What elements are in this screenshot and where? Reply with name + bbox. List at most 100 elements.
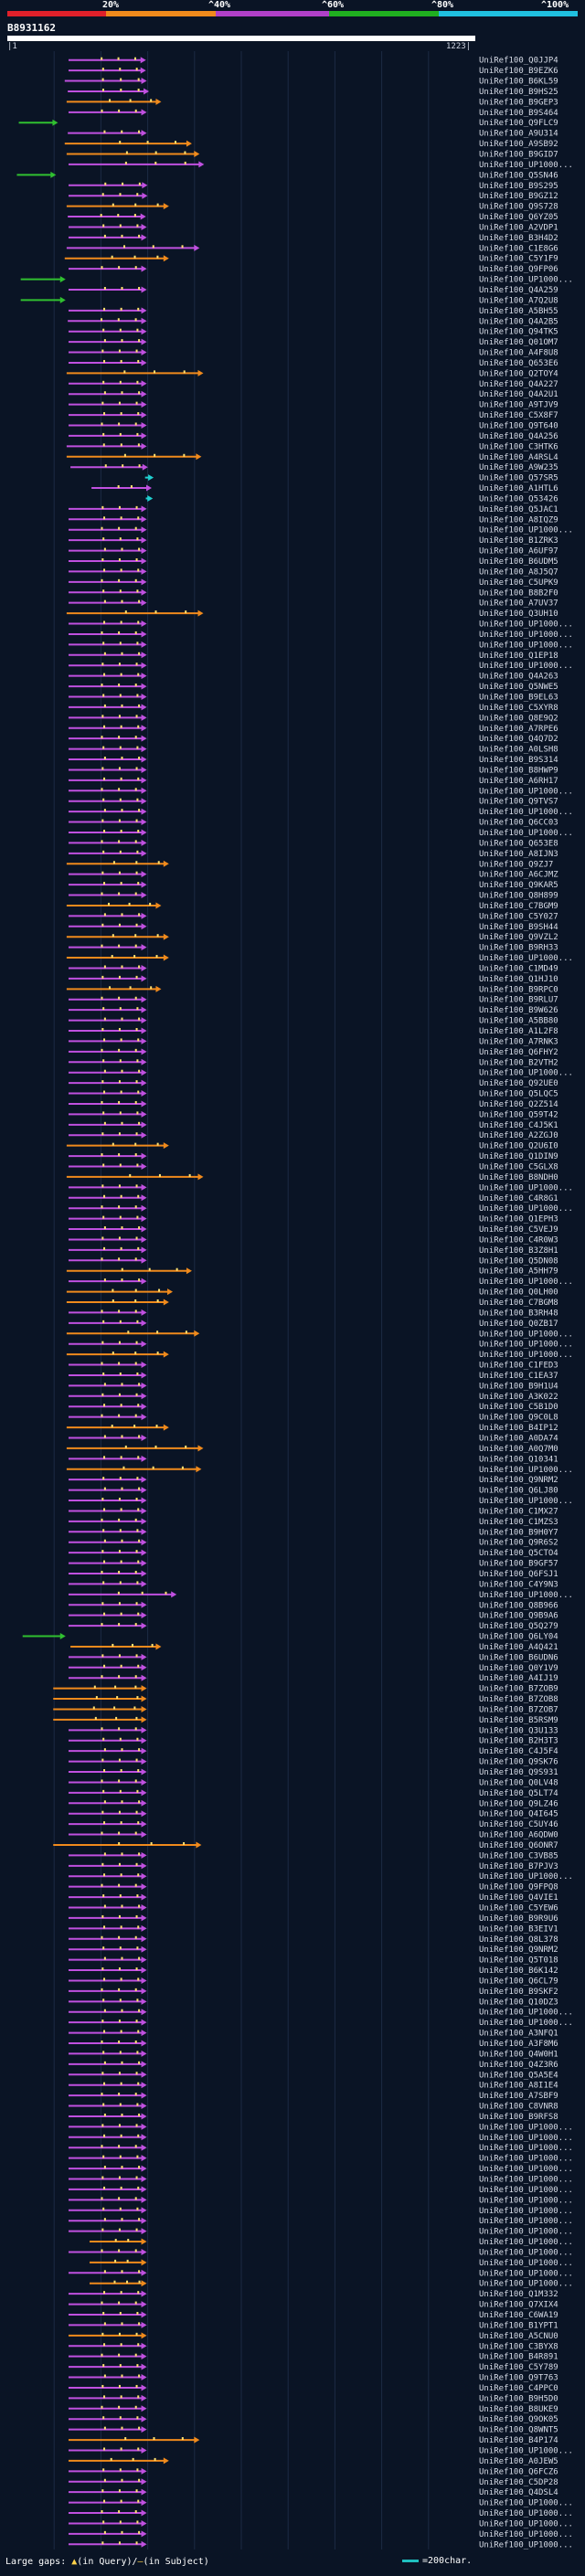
gap-marker [121,1121,123,1125]
gap-marker [119,1320,122,1323]
hit-arrow [141,1883,147,1891]
hit-arrow [141,2175,147,2182]
gap-marker [134,1100,137,1104]
hit-arrow [141,964,147,971]
gap-marker [103,704,106,707]
gap-marker [138,1956,141,1960]
hit-label: UniRef100_A9TJV9 [479,401,558,410]
gap-marker [134,788,137,791]
gap-marker [101,1028,104,1032]
hit-label: UniRef100_B1ZRK3 [479,536,558,546]
hit-arrow [141,1966,147,1974]
gap-marker [156,1352,159,1355]
hit-arrow [163,1424,169,1431]
gap-marker [135,1602,138,1606]
hit-label: UniRef100_UP1000... [479,2519,573,2528]
gap-marker [118,1862,121,1866]
gap-marker [118,1257,121,1261]
gap-marker [121,1904,123,1908]
gap-marker [137,516,140,520]
gap-marker [102,2103,105,2106]
gap-marker [101,1862,104,1866]
gap-marker [101,88,104,91]
hit-label: UniRef100_B4IP12 [479,1424,558,1433]
hit-arrow [141,1851,147,1859]
hit-arrow [141,1977,147,1984]
gap-marker [181,245,184,249]
hit-label: UniRef100_UP1000... [479,2446,573,2455]
gap-marker [103,1383,106,1386]
hit-label: UniRef100_Q9R6S2 [479,1539,558,1548]
hit-label: UniRef100_Q6FHY2 [479,1048,558,1057]
gap-marker [136,1007,139,1011]
gap-marker [138,2530,141,2534]
hit-arrow [141,2363,147,2370]
gap-marker [138,287,141,291]
hit-arrow [141,1737,147,1744]
gap-marker [137,2395,140,2399]
gap-marker [118,1393,121,1396]
gap-marker [101,109,103,112]
hit-arrow [163,933,169,940]
hit-label: UniRef100_B9H5D0 [479,2394,558,2403]
hit-label: UniRef100_Q4A227 [479,380,558,389]
gap-marker [134,2405,137,2409]
hit-label: UniRef100_C7BGM8 [479,1299,558,1308]
gap-marker [101,892,103,896]
hit-label: UniRef100_B9GEP3 [479,98,558,107]
gap-marker [113,1706,116,1710]
gap-marker [118,1205,121,1209]
hit-arrow [141,1674,147,1681]
gap-marker [120,1821,122,1825]
gap-marker [134,1675,137,1679]
hit-arrow [141,2228,147,2235]
hit-arrow [197,610,204,617]
gap-marker [136,2468,139,2472]
gap-marker [103,339,106,343]
gap-marker [102,2311,105,2315]
gap-marker [103,2113,106,2116]
hit-arrow [141,2332,147,2339]
gap-marker [103,725,106,728]
hit-label: UniRef100_UP1000... [479,1466,573,1475]
hit-label: UniRef100_B3Z8H1 [479,1246,558,1256]
hit-arrow [141,1924,147,1932]
hit-label: UniRef100_Q4W0H1 [479,2050,558,2059]
hit-arrow [141,2519,147,2527]
gap-marker [134,2353,137,2357]
hit-arrow [141,442,147,450]
hit-label: UniRef100_C3BYX8 [479,2342,558,2351]
gap-marker [146,141,149,144]
hit-arrow [141,130,147,137]
hit-label: UniRef100_Q5NWE5 [479,683,558,692]
hit-label: UniRef100_A0JEW5 [479,2457,558,2466]
hit-arrow [141,1183,147,1191]
hit-label: UniRef100_Q6CL79 [479,1977,558,1986]
gap-marker [101,349,104,353]
hit-label: UniRef100_B9W626 [479,1006,558,1015]
gap-marker [134,736,137,739]
gap-marker [118,1570,121,1574]
hit-label: UniRef100_B9S295 [479,182,558,191]
gap-marker [94,1716,97,1720]
gap-marker [103,1852,106,1856]
gap-marker [118,1236,121,1240]
gap-marker [136,1477,139,1480]
gap-marker [112,1142,114,1146]
gap-marker [102,1998,105,2002]
gap-marker [154,151,157,154]
gap-marker [101,1727,103,1731]
hit-label: UniRef100_Q8E9Q2 [479,714,558,723]
hit-label: UniRef100_A7UV37 [479,599,558,609]
gap-marker [118,1309,121,1313]
gap-marker [102,2416,105,2420]
gap-marker [102,1737,105,1741]
hit-label: UniRef100_Q53426 [479,494,558,504]
hit-arrow [141,1100,147,1108]
gap-marker [119,432,122,436]
gap-marker [158,1288,161,1292]
gap-marker [125,151,128,154]
gap-query-text: (in Query)/ [77,2557,138,2567]
gap-marker [128,902,131,906]
gap-marker [121,2270,123,2274]
